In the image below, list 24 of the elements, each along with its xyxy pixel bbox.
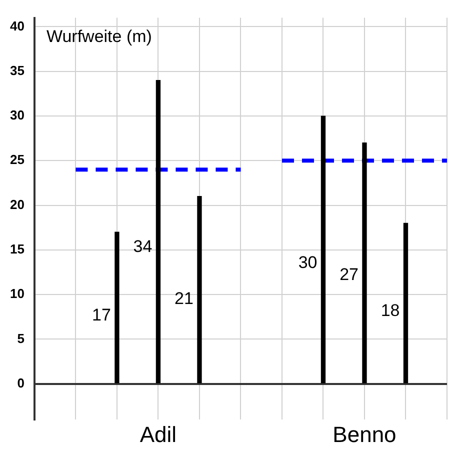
data-label: 34 [133,236,152,256]
bar [362,142,367,384]
y-tick-label: 25 [10,152,24,168]
bar [197,196,202,384]
data-label: 17 [92,305,111,324]
data-label: 27 [340,265,358,284]
bar [403,222,408,384]
y-tick-label: 35 [10,62,24,78]
bar [320,116,326,384]
bar [156,80,161,384]
y-axis-title: Wurfweite (m) [46,27,152,46]
data-label: 21 [174,289,194,308]
bar [114,232,120,384]
data-label: 30 [298,253,318,272]
y-tick-label: 20 [10,196,24,212]
y-tick-label: 10 [10,286,24,302]
y-tick-label: 0 [17,375,24,390]
y-tick-label: 15 [10,242,24,257]
x-tick-label: Benno [332,422,396,447]
y-tick-label: 5 [17,330,24,346]
data-label: 18 [380,301,400,320]
y-tick-label: 30 [10,108,24,123]
y-tick-label: 40 [10,18,24,34]
x-tick-label: Adil [140,422,177,447]
